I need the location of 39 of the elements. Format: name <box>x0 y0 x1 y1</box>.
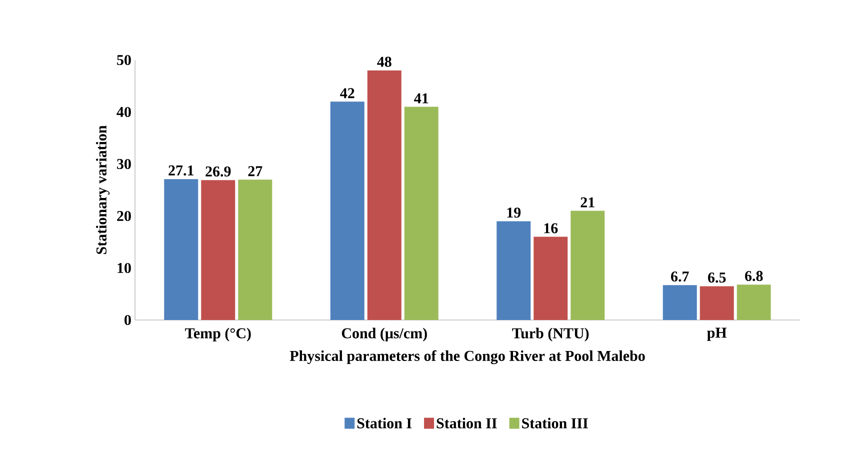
bar <box>367 70 402 320</box>
y-tick-label: 40 <box>116 106 131 118</box>
data-label: 48 <box>377 56 392 67</box>
y-tick-label: 20 <box>117 210 131 222</box>
data-label: 26.9 <box>206 166 231 177</box>
data-label: 42 <box>340 88 354 98</box>
bar <box>404 106 438 320</box>
data-label: 27 <box>248 166 262 176</box>
bar <box>570 210 605 320</box>
x-tick-label: Temp (°C) <box>185 328 251 342</box>
data-label: 27.1 <box>168 165 194 176</box>
bar <box>534 236 568 320</box>
data-label: 6.8 <box>745 270 763 282</box>
bar <box>238 180 272 320</box>
y-tick-label: 10 <box>118 262 131 274</box>
bar <box>201 180 236 320</box>
y-tick-label: 50 <box>117 54 131 66</box>
data-label: 41 <box>414 93 428 104</box>
bar <box>496 221 531 320</box>
legend-label: Station III <box>522 418 588 428</box>
x-axis-title: Physical parameters of the Congo River at Pool Malebo <box>290 350 645 364</box>
bar <box>662 285 697 320</box>
data-label: 6.5 <box>708 272 726 283</box>
bar <box>700 286 734 320</box>
y-axis-title: Stationary variation <box>96 125 110 254</box>
y-tick-label: 0 <box>124 314 131 326</box>
data-label: 19 <box>507 208 521 218</box>
bar <box>736 284 771 320</box>
legend-label: Station II <box>436 418 497 428</box>
data-label: 21 <box>580 197 594 208</box>
data-label: 6.7 <box>671 271 689 282</box>
legend-label: Station I <box>357 418 412 428</box>
bar <box>330 102 364 320</box>
y-tick-label: 30 <box>117 158 131 170</box>
x-tick-label: Turb (NTU) <box>512 328 589 342</box>
x-tick-label: pH <box>707 328 727 341</box>
data-label: 16 <box>544 223 558 234</box>
x-tick-label: Cond (μs/cm) <box>342 328 427 342</box>
bar <box>164 179 198 320</box>
